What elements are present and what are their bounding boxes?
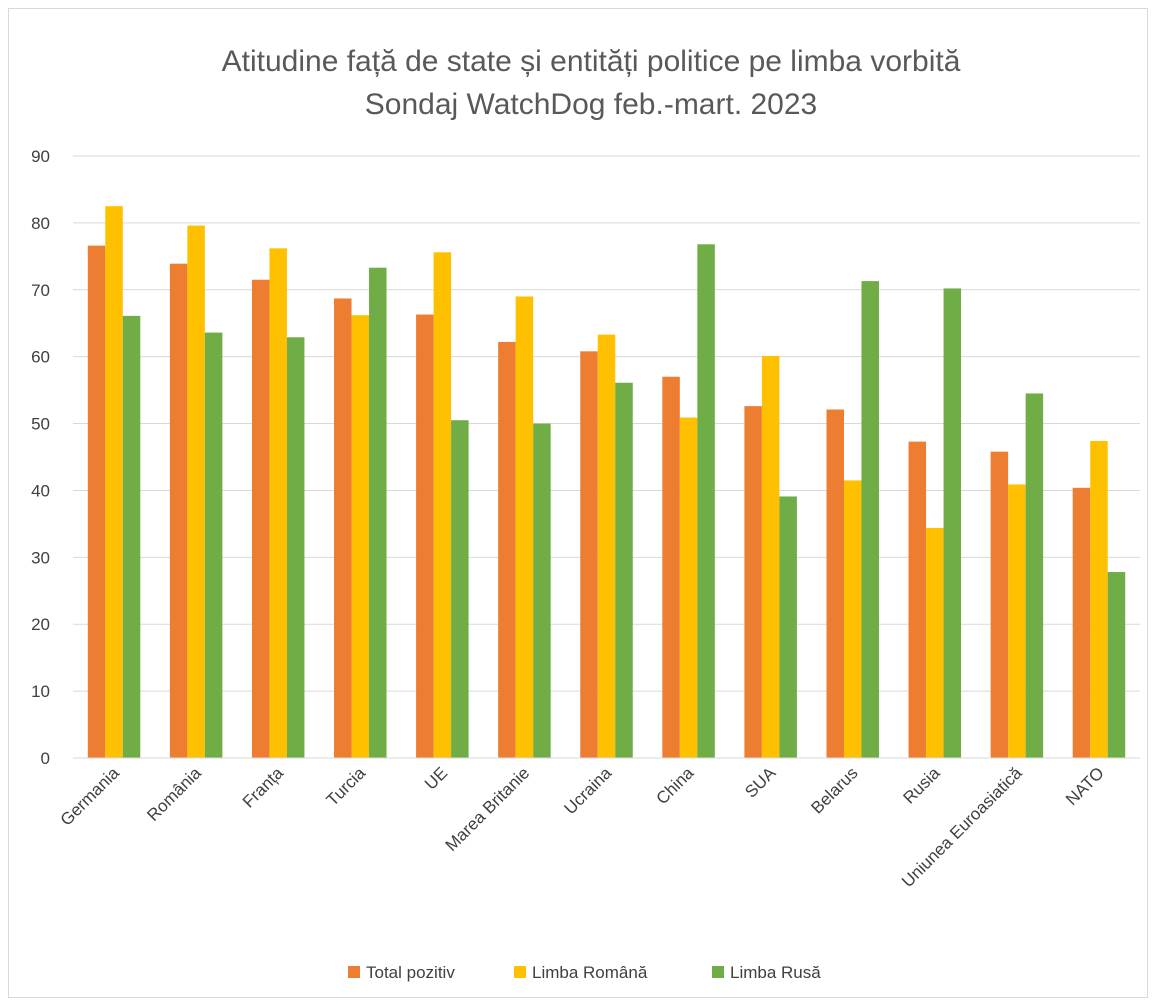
legend-swatch	[348, 966, 360, 978]
bar	[187, 225, 205, 758]
y-tick-label: 10	[31, 682, 50, 701]
bar	[1072, 487, 1091, 758]
x-tick-label: Rusia	[899, 763, 944, 808]
bar	[679, 417, 698, 758]
bar	[761, 355, 780, 758]
x-tick-label: România	[143, 763, 205, 825]
bar	[1008, 484, 1026, 758]
y-tick-label: 80	[31, 214, 50, 233]
y-tick-label: 30	[31, 548, 50, 567]
y-tick-label: 50	[31, 415, 50, 434]
bar	[204, 332, 223, 758]
x-tick-label: Marea Britanie	[442, 763, 534, 855]
bar	[1025, 393, 1044, 758]
bar	[843, 480, 862, 758]
bar	[908, 441, 927, 758]
legend: Total pozitiv Limba Română Limba Rusă	[348, 963, 821, 982]
y-tick-label: 70	[31, 281, 50, 300]
bar	[744, 406, 762, 758]
bar	[779, 496, 797, 758]
bar	[416, 314, 434, 758]
x-tick-label: Turcia	[323, 763, 370, 810]
bar	[861, 281, 879, 758]
x-tick-label: Germania	[57, 763, 124, 830]
bars	[87, 206, 1126, 758]
bar	[433, 252, 452, 758]
y-tick-label: 0	[41, 749, 50, 768]
bar	[87, 245, 106, 758]
y-tick-label: 40	[31, 481, 50, 500]
bar	[334, 298, 352, 758]
bar	[515, 296, 534, 758]
bar	[498, 341, 516, 758]
bar	[597, 334, 616, 758]
legend-swatch	[712, 966, 724, 978]
bar	[826, 409, 844, 758]
bar	[697, 244, 715, 758]
x-tick-label: UE	[421, 763, 451, 793]
x-tick-label: Ucraina	[560, 763, 615, 818]
bar	[451, 420, 469, 758]
bar	[1090, 440, 1108, 758]
x-tick-label: China	[653, 763, 698, 808]
legend-label: Limba Română	[532, 963, 648, 982]
bar	[251, 279, 270, 758]
bar	[351, 315, 370, 758]
bar	[169, 263, 188, 758]
x-tick-label: NATO	[1062, 763, 1108, 809]
bar	[580, 351, 598, 758]
bar	[926, 527, 944, 758]
legend-label: Limba Rusă	[730, 963, 821, 982]
y-tick-label: 90	[31, 147, 50, 166]
legend-label: Total pozitiv	[366, 963, 455, 982]
y-tick-label: 60	[31, 348, 50, 367]
y-axis-ticks: 0 10 20 30 40 50 60 70 80 90	[31, 147, 50, 768]
chart-subtitle: Sondaj WatchDog feb.-mart. 2023	[365, 88, 817, 121]
x-tick-label: Belarus	[807, 763, 861, 817]
x-tick-label: Franța	[239, 763, 288, 812]
bar	[943, 288, 962, 758]
bar	[269, 248, 287, 758]
legend-swatch	[514, 966, 526, 978]
bar	[286, 337, 305, 758]
bar	[122, 315, 141, 758]
bar	[533, 423, 551, 758]
bar	[105, 206, 123, 758]
bar	[990, 451, 1009, 758]
bar	[662, 376, 680, 758]
bar	[1107, 572, 1126, 758]
chart-title: Atitudine față de state și entități poli…	[222, 45, 961, 78]
x-tick-label: SUA	[741, 763, 780, 802]
bar	[615, 382, 633, 758]
bar	[369, 267, 387, 758]
y-tick-label: 20	[31, 615, 50, 634]
